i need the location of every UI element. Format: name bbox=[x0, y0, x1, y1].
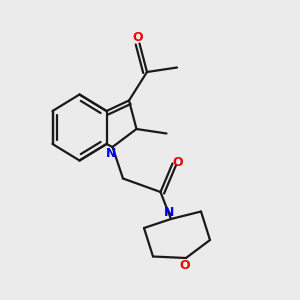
Text: O: O bbox=[179, 259, 190, 272]
Text: O: O bbox=[133, 31, 143, 44]
Text: N: N bbox=[106, 147, 116, 160]
Text: O: O bbox=[172, 155, 183, 169]
Text: N: N bbox=[164, 206, 175, 220]
